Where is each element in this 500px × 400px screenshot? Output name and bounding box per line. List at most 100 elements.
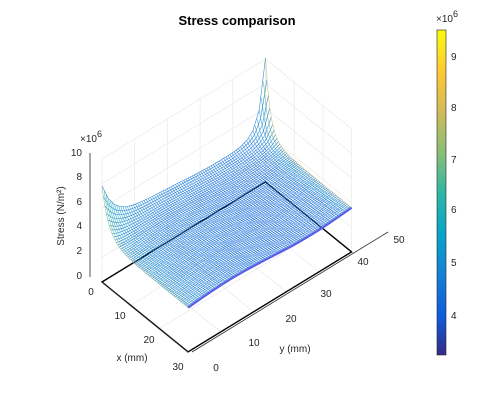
surface-mesh-line	[120, 206, 208, 295]
surface-mesh-line	[261, 97, 348, 211]
surface-mesh-line	[223, 158, 310, 236]
surface-mesh-line	[208, 166, 296, 245]
surface-mesh-line	[114, 204, 201, 299]
surface-mesh-line	[110, 201, 197, 302]
y-tick-label: 30	[320, 289, 332, 300]
surface-mesh-line	[233, 151, 321, 230]
surface-mesh-line	[210, 165, 298, 244]
surface-mesh-line	[124, 206, 212, 292]
surface-mesh-line	[185, 178, 273, 257]
surface-mesh-line	[202, 170, 289, 248]
surface-mesh-line	[191, 175, 279, 254]
y-tick-label: 40	[357, 257, 369, 268]
y-tick-label: 0	[213, 363, 219, 374]
x-tick-label: 10	[114, 311, 126, 322]
surface-mesh-line	[252, 130, 340, 217]
surface-mesh-line	[152, 196, 239, 275]
z-tick-label: 6	[76, 197, 82, 208]
colorbar-tick-label: 8	[451, 103, 457, 114]
surface-mesh-line	[156, 194, 243, 273]
surface-mesh-line	[137, 203, 224, 284]
y-tick-label: 10	[248, 338, 260, 349]
surface-mesh-line	[147, 198, 235, 278]
surface-mesh-line	[126, 206, 214, 291]
surface-edge	[187, 206, 353, 309]
surface-mesh-line	[240, 146, 327, 226]
colorbar-tick-label: 9	[451, 52, 457, 63]
surface-mesh-line	[121, 151, 286, 252]
surface-mesh-line	[183, 180, 271, 258]
y-tick-label: 50	[393, 235, 405, 246]
surface-mesh-line	[181, 181, 268, 259]
colorbar-tick-label: 6	[451, 205, 457, 216]
surface-mesh-line	[214, 163, 302, 241]
surface-mesh-line	[104, 95, 269, 216]
surface-mesh-line	[166, 188, 254, 267]
y-axis-label: y (mm)	[279, 344, 310, 355]
surface-mesh-line	[116, 205, 203, 298]
surface-mesh-line	[164, 189, 252, 268]
surface-mesh-line	[189, 176, 277, 255]
y-axis	[191, 231, 389, 353]
grid-line	[101, 58, 352, 160]
surface-mesh-line	[250, 134, 338, 219]
surface-mesh-line	[229, 154, 317, 233]
z-multiplier: ×106	[80, 129, 102, 145]
surface-mesh-line	[196, 173, 283, 252]
x-tick-label: 30	[172, 362, 184, 373]
surface-mesh-line	[139, 202, 227, 283]
x-ticks: 0 10 20 30	[88, 287, 184, 373]
stress-surface	[101, 57, 353, 309]
colorbar-tick-label: 7	[451, 155, 457, 166]
x-tick-label: 0	[88, 287, 94, 298]
surface-mesh-line	[154, 195, 241, 274]
surface-mesh-line	[258, 109, 346, 213]
surface-mesh-line	[217, 161, 304, 240]
surface-mesh-line	[173, 185, 260, 264]
surface-mesh-line	[135, 203, 222, 285]
grid-line	[130, 205, 295, 306]
colorbar	[436, 29, 447, 356]
x-axis	[101, 281, 189, 353]
surface-mesh-line	[235, 149, 323, 229]
surface-mesh-line	[265, 57, 352, 208]
surface-mesh-line	[206, 167, 294, 246]
z-ticks: 0 2 4 6 8 10	[71, 148, 83, 282]
surface-mesh-line	[244, 142, 331, 223]
x-tick-label: 20	[143, 335, 155, 346]
colorbar-ticks: 4 5 6 7 8 9	[451, 52, 457, 322]
surface-mesh-line	[187, 177, 275, 256]
z-tick-label: 0	[76, 271, 82, 282]
surface-mesh-line	[149, 197, 237, 276]
surface-mesh-line	[158, 192, 245, 272]
surface-mesh-line	[143, 200, 231, 280]
surface-mesh-line	[162, 190, 250, 269]
surface-mesh-line	[168, 187, 256, 266]
surface-mesh-line	[248, 137, 336, 220]
surface-mesh-line	[198, 172, 285, 251]
surface-mesh-line	[122, 206, 210, 294]
surface-mesh-line	[221, 159, 308, 238]
surface-mesh-line	[160, 191, 247, 271]
surface-mesh-line	[246, 140, 333, 222]
grid-line	[159, 228, 324, 329]
grid-line	[134, 261, 221, 333]
surface-mesh-line	[179, 182, 266, 260]
surface-mesh-line	[105, 195, 193, 305]
z-tick-label: 4	[76, 221, 82, 232]
surface-mesh-line	[231, 152, 319, 231]
surface-mesh-line	[108, 198, 195, 304]
surface-mesh-line	[225, 156, 312, 235]
surface-mesh-line	[212, 164, 300, 243]
z-axis-label: Stress (N/m²)	[56, 186, 67, 245]
z-tick-label: 2	[76, 246, 82, 257]
surface-mesh-line	[101, 186, 189, 308]
z-tick-label: 10	[71, 148, 83, 159]
x-axis-label: x (mm)	[116, 353, 147, 364]
colorbar-multiplier: ×106	[436, 9, 458, 25]
surface-mesh-line	[133, 204, 220, 287]
surface-mesh-line	[219, 160, 306, 239]
chart-title: Stress comparison	[178, 13, 295, 28]
surface-mesh-line	[118, 206, 206, 297]
